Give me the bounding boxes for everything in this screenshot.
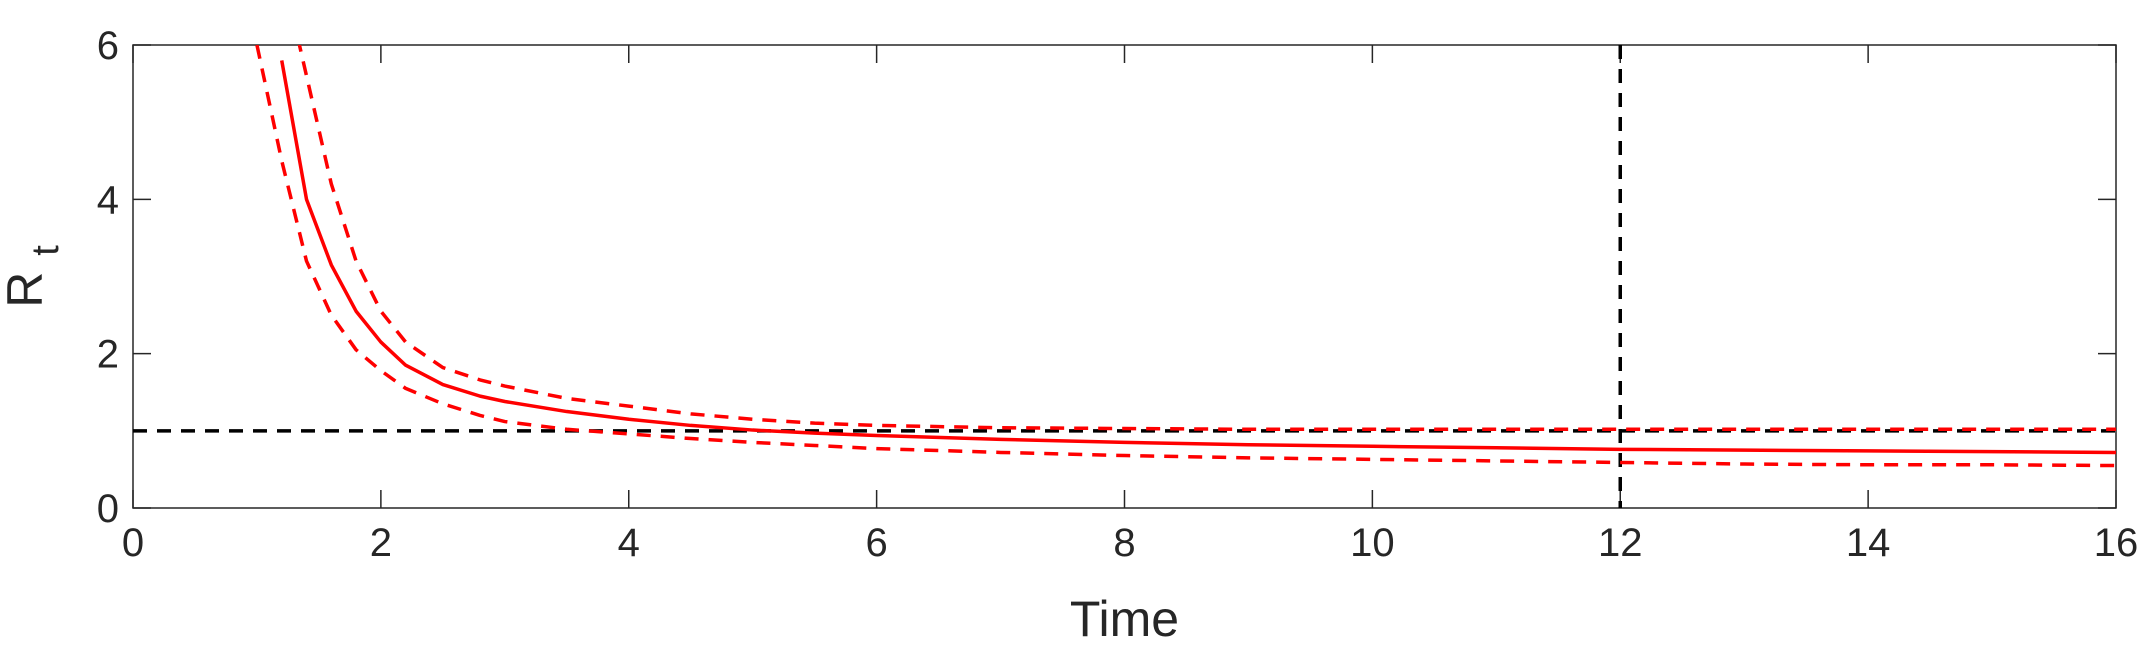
y-tick-label: 4 xyxy=(97,178,119,222)
plot-box xyxy=(132,44,2117,509)
x-tick-label: 14 xyxy=(1846,521,1891,565)
y-axis-label-main: R xyxy=(0,272,53,308)
series-line-upper-bound xyxy=(297,45,2116,432)
x-tick-label: 4 xyxy=(618,521,640,565)
y-axis-label: R t xyxy=(0,245,67,308)
x-tick-label: 2 xyxy=(370,521,392,565)
series-layer xyxy=(255,45,2116,468)
reference-lines-layer xyxy=(133,45,2116,508)
y-tick-label: 6 xyxy=(97,24,119,68)
y-tick-label: 0 xyxy=(97,487,119,531)
y-axis-label-subscript: t xyxy=(25,245,67,256)
x-axis-label: Time xyxy=(1070,591,1179,647)
x-tick-label: 6 xyxy=(866,521,888,565)
axes-layer: 0 2 4 6 8 10 12 14 16 0 2 4 6 xyxy=(97,24,2139,565)
x-tick-label: 10 xyxy=(1350,521,1395,565)
x-tick-label: 16 xyxy=(2094,521,2139,565)
series-line-lower-bound xyxy=(255,45,2116,468)
x-tick-label: 8 xyxy=(1113,521,1135,565)
series-line-estimate xyxy=(280,60,2116,455)
labels-layer: Time R t xyxy=(0,245,1179,647)
x-tick-label: 0 xyxy=(122,521,144,565)
x-tick-label: 12 xyxy=(1598,521,1643,565)
y-tick-label: 2 xyxy=(97,333,119,377)
